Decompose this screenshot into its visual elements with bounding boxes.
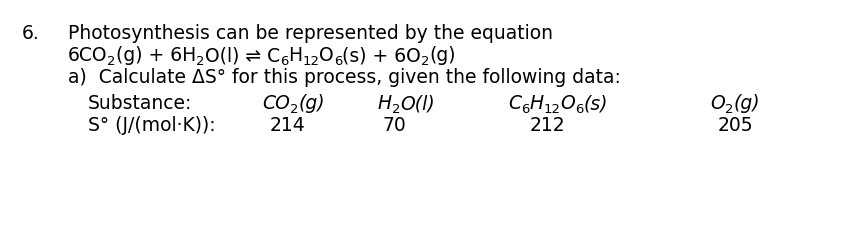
Text: H: H <box>529 94 543 113</box>
Text: (s): (s) <box>584 94 608 113</box>
Text: 6.: 6. <box>22 24 40 43</box>
Text: (s) + 6O: (s) + 6O <box>342 46 421 65</box>
Text: 6: 6 <box>575 103 584 116</box>
Text: 6: 6 <box>279 55 288 68</box>
Text: 214: 214 <box>270 116 306 135</box>
Text: 2: 2 <box>725 103 733 116</box>
Text: O: O <box>319 46 334 65</box>
Text: C: C <box>508 94 521 113</box>
Text: 205: 205 <box>718 116 753 135</box>
Text: 2: 2 <box>108 55 116 68</box>
Text: (g): (g) <box>733 94 760 113</box>
Text: (g) + 6H: (g) + 6H <box>116 46 196 65</box>
Text: (g): (g) <box>430 46 456 65</box>
Text: 6: 6 <box>521 103 529 116</box>
Text: CO: CO <box>262 94 290 113</box>
Text: 70: 70 <box>383 116 407 135</box>
Text: O: O <box>710 94 725 113</box>
Text: S° (J/(mol·K)):: S° (J/(mol·K)): <box>88 116 215 135</box>
Text: (g): (g) <box>299 94 325 113</box>
Text: H: H <box>378 94 392 113</box>
Text: H: H <box>288 46 302 65</box>
Text: O(l): O(l) <box>401 94 436 113</box>
Text: 12: 12 <box>543 103 561 116</box>
Text: Substance:: Substance: <box>88 94 193 113</box>
Text: 12: 12 <box>302 55 319 68</box>
Text: 6: 6 <box>334 55 342 68</box>
Text: Photosynthesis can be represented by the equation: Photosynthesis can be represented by the… <box>68 24 553 43</box>
Text: 2: 2 <box>392 103 401 116</box>
Text: 2: 2 <box>290 103 299 116</box>
Text: a)  Calculate ΔS° for this process, given the following data:: a) Calculate ΔS° for this process, given… <box>68 68 621 87</box>
Text: 2: 2 <box>196 55 205 68</box>
Text: O(l) ⇌ C: O(l) ⇌ C <box>205 46 279 65</box>
Text: 6CO: 6CO <box>68 46 108 65</box>
Text: 212: 212 <box>530 116 566 135</box>
Text: O: O <box>561 94 575 113</box>
Text: 2: 2 <box>421 55 430 68</box>
